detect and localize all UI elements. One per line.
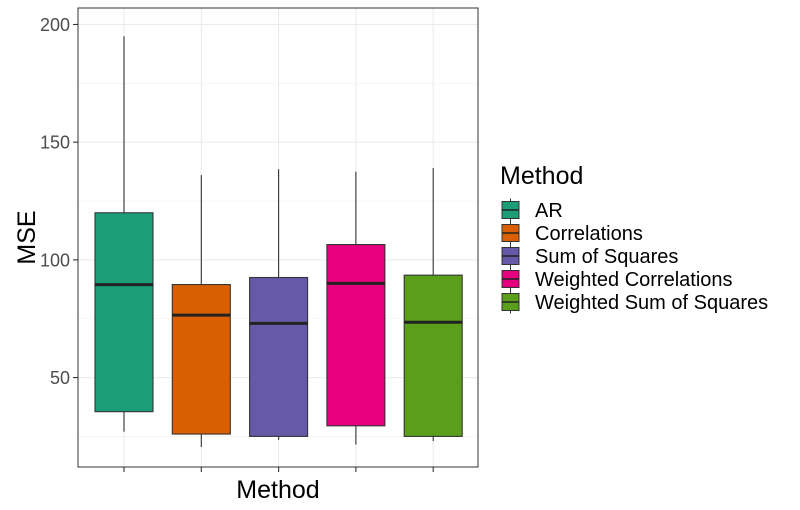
y-tick-label: 50 xyxy=(50,368,70,388)
legend-title: Method xyxy=(500,162,583,190)
box-iqr xyxy=(249,276,309,437)
y-axis-title: MSE xyxy=(13,210,41,264)
legend-label: Correlations xyxy=(535,223,643,245)
legend-item: Weighted Correlations xyxy=(501,267,733,291)
legend-item: AR xyxy=(501,198,563,222)
panel-border xyxy=(77,7,479,468)
y-tick-label: 150 xyxy=(40,133,70,153)
box-series xyxy=(94,36,463,447)
legend-label: Weighted Sum of Squares xyxy=(535,292,768,314)
legend-label: Sum of Squares xyxy=(535,246,678,268)
box-sum-of-squares xyxy=(249,169,309,440)
y-axis: 50 100 150 200 xyxy=(40,15,78,388)
x-axis xyxy=(123,467,434,472)
legend-label: Weighted Correlations xyxy=(535,269,733,291)
box-ar xyxy=(94,36,154,432)
box-iqr xyxy=(326,244,386,427)
box-weighted-sum-of-squares xyxy=(403,168,463,442)
x-axis-title: Method xyxy=(236,476,319,504)
legend-item: Weighted Sum of Squares xyxy=(501,290,768,314)
y-tick-label: 100 xyxy=(40,250,70,270)
legend-label: AR xyxy=(535,200,563,222)
box-correlations xyxy=(171,175,231,447)
box-iqr xyxy=(171,284,231,435)
box-iqr xyxy=(94,212,154,413)
box-weighted-correlations xyxy=(326,171,386,445)
box-iqr xyxy=(403,274,463,437)
legend-item: Correlations xyxy=(501,221,643,245)
legend-item: Sum of Squares xyxy=(501,244,678,268)
y-tick-label: 200 xyxy=(40,15,70,35)
